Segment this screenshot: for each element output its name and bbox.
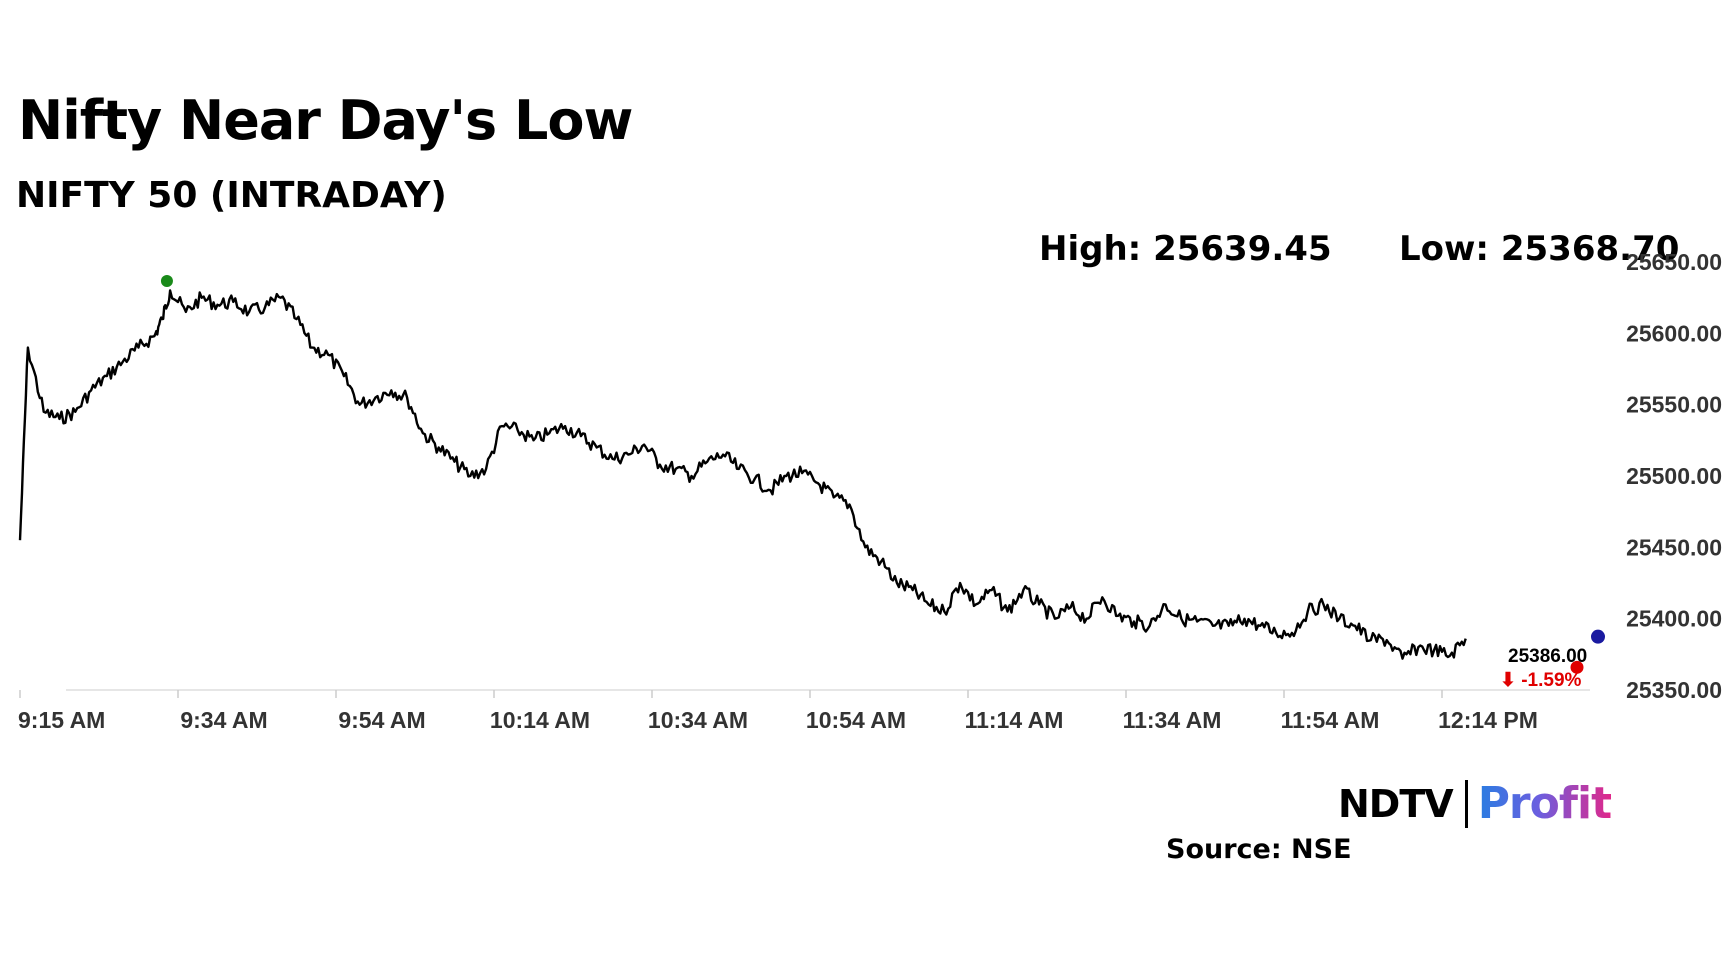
x-tick-label: 11:54 AM [1281, 707, 1380, 733]
y-tick-label: 25500.00 [1626, 463, 1722, 489]
last-price-label: 25386.00 [1508, 646, 1587, 667]
y-tick-label: 25400.00 [1626, 606, 1722, 632]
ndtv-profit-logo: NDTV Profit [1338, 778, 1612, 829]
logo-profit-text: Profit [1477, 778, 1612, 829]
x-tick-label: 10:54 AM [806, 707, 906, 733]
x-axis: 9:15 AM 9:34 AM 9:54 AM 10:14 AM 10:34 AM 10:… [18, 690, 1538, 733]
chart-title: Nifty Near Day's Low [18, 89, 633, 152]
x-tick-label: 9:15 AM [18, 707, 105, 733]
logo-divider [1464, 779, 1468, 828]
y-axis: 25350.00 25400.00 25450.00 25500.00 25550.00… [1626, 249, 1722, 703]
day-high-stat: High: 25639.45 [1039, 229, 1332, 269]
last-price-marker [1591, 629, 1605, 644]
y-tick-label: 25650.00 [1626, 249, 1722, 275]
x-tick-label: 9:34 AM [180, 707, 267, 733]
x-tick-label: 12:14 PM [1438, 707, 1538, 733]
x-tick-label: 11:14 AM [965, 707, 1064, 733]
x-tick-label: 10:14 AM [490, 707, 590, 733]
percent-change-label: ⬇ -1.59% [1500, 670, 1582, 691]
x-tick-label: 11:34 AM [1123, 707, 1222, 733]
y-tick-label: 25450.00 [1626, 534, 1722, 560]
y-tick-label: 25550.00 [1626, 392, 1722, 418]
source-note: Source: NSE [1166, 834, 1352, 865]
logo-ndtv-text: NDTV [1338, 781, 1454, 826]
day-low-stat: Low: 25368.70 [1399, 229, 1680, 269]
day-high-marker [160, 275, 173, 288]
y-tick-label: 25600.00 [1626, 320, 1722, 346]
price-series-line [18, 289, 1467, 660]
x-tick-label: 10:34 AM [648, 707, 748, 733]
intraday-chart: 25350.00 25400.00 25450.00 25500.00 25550.00… [18, 249, 1722, 733]
chart-subtitle: NIFTY 50 (INTRADAY) [16, 175, 447, 216]
y-tick-label: 25350.00 [1626, 677, 1722, 703]
x-tick-label: 9:54 AM [338, 707, 425, 733]
day-low-marker [1570, 660, 1584, 674]
